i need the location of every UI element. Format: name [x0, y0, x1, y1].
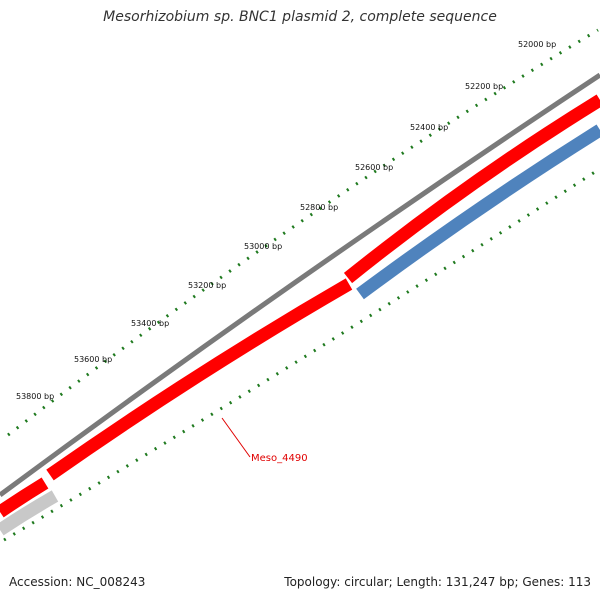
gene-arrow-blue: [356, 124, 600, 300]
gene-label: Meso_4490: [251, 453, 308, 464]
inner-tick-ring: [3, 168, 599, 542]
outer-tick-ring: [7, 28, 599, 437]
gene-label-leader: [221, 417, 251, 458]
gene-arrow-red-1: [343, 94, 600, 284]
tick-label-53400: 53400 bp: [131, 319, 169, 328]
tick-label-53800: 53800 bp: [16, 392, 54, 401]
tick-label-52000: 52000 bp: [518, 40, 556, 49]
sequence-backbone: [0, 72, 600, 498]
tick-label-52600: 52600 bp: [355, 163, 393, 172]
tick-label-52200: 52200 bp: [465, 82, 503, 91]
gene-arrow-red-3: [0, 477, 49, 518]
map-title: Mesorhizobium sp. BNC1 plasmid 2, comple…: [103, 9, 497, 25]
tick-label-53600: 53600 bp: [74, 355, 112, 364]
tick-label-52800: 52800 bp: [300, 203, 338, 212]
accession-text: Accession: NC_008243: [9, 575, 146, 589]
gene-arrow-gray: [0, 490, 59, 536]
summary-text: Topology: circular; Length: 131,247 bp; …: [284, 575, 591, 589]
gene-arrow-red-2: [46, 278, 353, 481]
tick-label-53200: 53200 bp: [188, 281, 226, 290]
tick-label-53000: 53000 bp: [244, 242, 282, 251]
tick-label-52400: 52400 bp: [410, 123, 448, 132]
